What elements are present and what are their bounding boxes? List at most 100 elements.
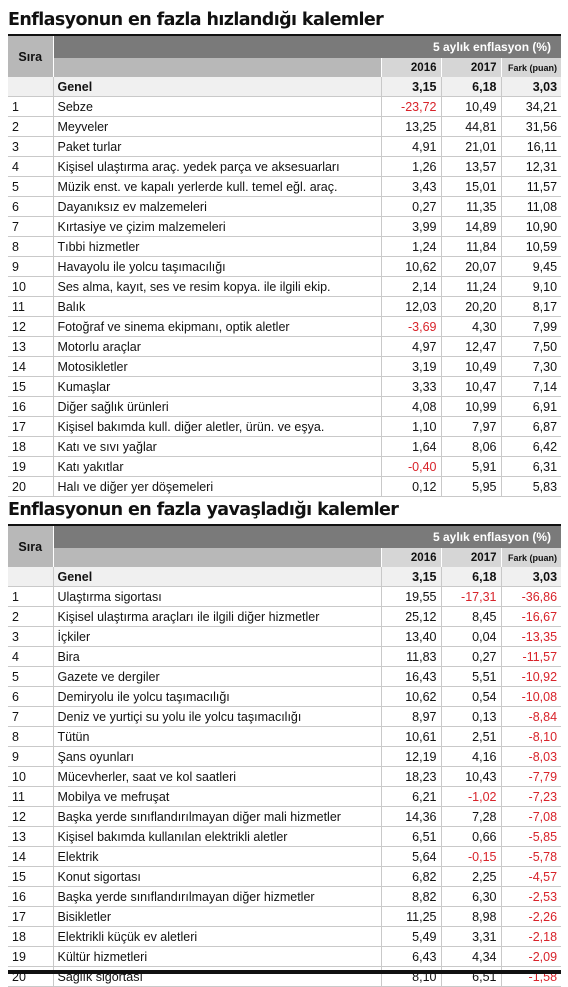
row-value-2016: 5,49: [380, 926, 441, 947]
row-rank: 7: [8, 216, 54, 237]
row-item-name: İçkiler: [53, 626, 381, 647]
row-value-2016: 0,12: [380, 476, 441, 497]
row-value-2016: 2,14: [380, 276, 441, 297]
row-item-name: Konut sigortası: [53, 866, 381, 887]
row-rank: 14: [8, 356, 54, 377]
table-row: 11 Mobilya ve mefruşat 6,21 -1,02 -7,23: [8, 786, 562, 807]
row-rank: 6: [8, 196, 54, 217]
row-value-2017: 3,31: [440, 926, 501, 947]
genel-2017: 6,18: [440, 77, 501, 97]
row-value-2017: 5,91: [440, 456, 501, 477]
row-diff: -10,08: [500, 686, 562, 707]
row-value-2016: 1,24: [380, 236, 441, 257]
blank-header: [53, 548, 381, 567]
row-diff: -2,09: [500, 946, 562, 967]
row-rank: 12: [8, 316, 54, 337]
row-rank: 4: [8, 646, 54, 667]
table-row: 1 Ulaştırma sigortası 19,55 -17,31 -36,86: [8, 586, 562, 607]
row-value-2017: 44,81: [440, 116, 501, 137]
genel-label: Genel: [53, 77, 381, 97]
row-diff: 7,30: [500, 356, 562, 377]
row-diff: -2,26: [500, 906, 562, 927]
row-rank: 8: [8, 726, 54, 747]
row-item-name: Başka yerde sınıflandırılmayan diğer mal…: [53, 806, 381, 827]
row-rank: 1: [8, 96, 54, 117]
row-value-2017: 4,34: [440, 946, 501, 967]
row-diff: -16,67: [500, 606, 562, 627]
row-value-2016: 3,33: [380, 376, 441, 397]
table-row: 11 Balık 12,03 20,20 8,17: [8, 296, 562, 317]
row-rank: 9: [8, 746, 54, 767]
row-value-2017: 12,47: [440, 336, 501, 357]
row-value-2016: 6,43: [380, 946, 441, 967]
row-value-2016: 11,25: [380, 906, 441, 927]
row-rank: 17: [8, 906, 54, 927]
genel-sira: [8, 77, 54, 97]
table-row: 13 Kişisel bakımda kullanılan elektrikli …: [8, 826, 562, 847]
row-value-2016: 1,64: [380, 436, 441, 457]
row-value-2016: 4,97: [380, 336, 441, 357]
row-item-name: Balık: [53, 296, 381, 317]
row-value-2017: 10,47: [440, 376, 501, 397]
table-row: 12 Başka yerde sınıflandırılmayan diğer m…: [8, 806, 562, 827]
row-item-name: Meyveler: [53, 116, 381, 137]
row-rank: 12: [8, 806, 54, 827]
slowdown-table: Sıra 5 aylık enflasyon (%) 2016 2017 Far…: [8, 526, 562, 987]
row-diff: -7,08: [500, 806, 562, 827]
table-row: 16 Başka yerde sınıflandırılmayan diğer h…: [8, 886, 562, 907]
row-diff: -7,23: [500, 786, 562, 807]
row-item-name: Mücevherler, saat ve kol saatleri: [53, 766, 381, 787]
row-value-2016: 10,62: [380, 256, 441, 277]
row-diff: 10,90: [500, 216, 562, 237]
row-item-name: Tıbbi hizmetler: [53, 236, 381, 257]
row-value-2017: 6,30: [440, 886, 501, 907]
row-value-2016: 0,27: [380, 196, 441, 217]
row-value-2016: 12,19: [380, 746, 441, 767]
col-2016-header: 2016: [380, 58, 441, 77]
row-value-2017: 20,07: [440, 256, 501, 277]
row-value-2016: 14,36: [380, 806, 441, 827]
row-rank: 18: [8, 926, 54, 947]
row-rank: 2: [8, 606, 54, 627]
row-value-2016: 18,23: [380, 766, 441, 787]
row-value-2016: 10,61: [380, 726, 441, 747]
row-item-name: Halı ve diğer yer döşemeleri: [53, 476, 381, 497]
row-value-2016: 8,97: [380, 706, 441, 727]
row-value-2017: 10,49: [440, 96, 501, 117]
row-value-2017: -17,31: [440, 586, 501, 607]
table-row: 9 Havayolu ile yolcu taşımacılığı 10,62 20,…: [8, 256, 562, 277]
table-row: 7 Deniz ve yurtiçi su yolu ile yolcu taşı…: [8, 706, 562, 727]
row-rank: 13: [8, 826, 54, 847]
row-item-name: Demiryolu ile yolcu taşımacılığı: [53, 686, 381, 707]
row-value-2017: 0,66: [440, 826, 501, 847]
table-row: 12 Fotoğraf ve sinema ekipmanı, optik ale…: [8, 316, 562, 337]
row-diff: 11,57: [500, 176, 562, 197]
row-diff: -2,18: [500, 926, 562, 947]
table-row: 18 Katı ve sıvı yağlar 1,64 8,06 6,42: [8, 436, 562, 457]
table-row: 1 Sebze -23,72 10,49 34,21: [8, 96, 562, 117]
row-diff: 11,08: [500, 196, 562, 217]
table-row: 10 Mücevherler, saat ve kol saatleri 18,23…: [8, 766, 562, 787]
genel-fark: 3,03: [500, 77, 562, 97]
row-value-2016: 3,43: [380, 176, 441, 197]
row-value-2016: 13,40: [380, 626, 441, 647]
row-rank: 1: [8, 586, 54, 607]
genel-row: Genel 3,15 6,18 3,03: [8, 77, 562, 97]
row-diff: 8,17: [500, 296, 562, 317]
table-row: 17 Bisikletler 11,25 8,98 -2,26: [8, 906, 562, 927]
genel-fark: 3,03: [500, 567, 562, 587]
row-value-2016: 25,12: [380, 606, 441, 627]
row-diff: 31,56: [500, 116, 562, 137]
row-value-2016: 1,10: [380, 416, 441, 437]
row-item-name: Paket turlar: [53, 136, 381, 157]
table-row: 15 Konut sigortası 6,82 2,25 -4,57: [8, 866, 562, 887]
row-diff: -5,78: [500, 846, 562, 867]
row-item-name: Havayolu ile yolcu taşımacılığı: [53, 256, 381, 277]
row-value-2016: 12,03: [380, 296, 441, 317]
row-rank: 2: [8, 116, 54, 137]
row-rank: 3: [8, 626, 54, 647]
section-title: Enflasyonun en fazla yavaşladığı kalemle…: [8, 496, 561, 526]
row-value-2017: 0,04: [440, 626, 501, 647]
row-value-2017: 5,51: [440, 666, 501, 687]
table-row: 4 Bira 11,83 0,27 -11,57: [8, 646, 562, 667]
